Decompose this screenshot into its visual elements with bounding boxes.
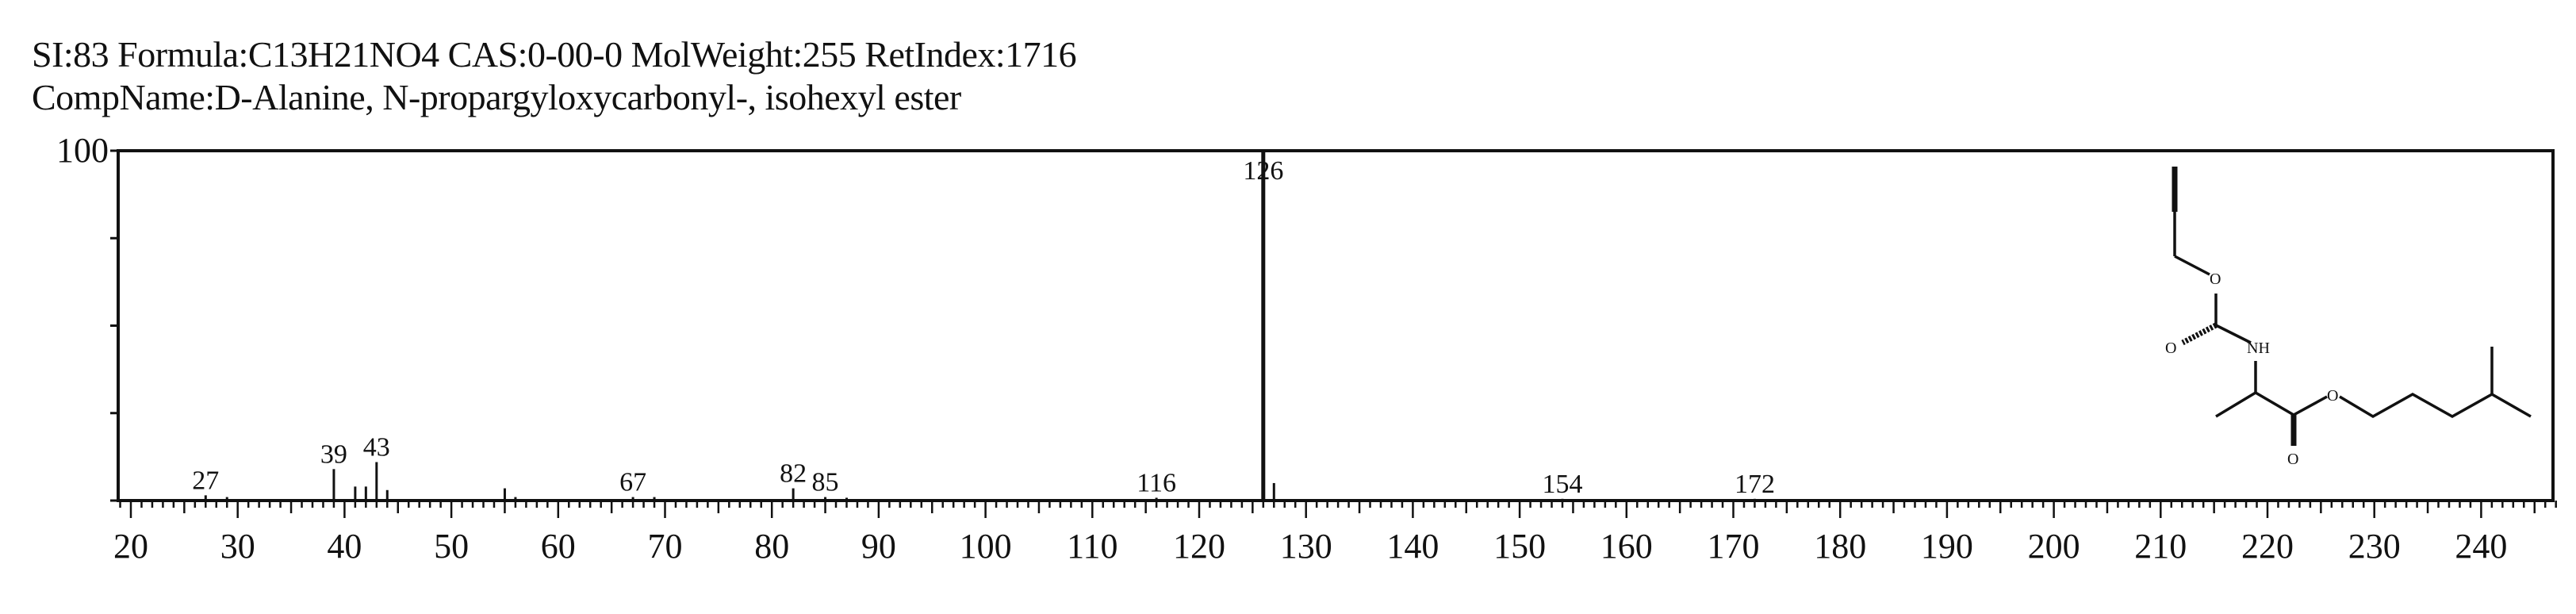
- peak-label: 43: [363, 432, 390, 462]
- x-tick-label: 200: [2028, 527, 2080, 566]
- x-tick-label: 210: [2134, 527, 2187, 566]
- x-tick-label: 180: [1814, 527, 1866, 566]
- x-tick-label: 230: [2348, 527, 2401, 566]
- atom-label: O: [2165, 340, 2176, 357]
- x-tick-label: 80: [754, 527, 789, 566]
- x-tick-label: 60: [541, 527, 576, 566]
- atom-label: NH: [2247, 340, 2270, 357]
- atom-label: O: [2327, 387, 2338, 405]
- peak-label: 85: [812, 468, 839, 497]
- x-tick-label: 130: [1280, 527, 1332, 566]
- x-tick-label: 150: [1493, 527, 1546, 566]
- peak-label: 39: [320, 439, 347, 469]
- peak-label: 116: [1137, 468, 1176, 497]
- peak-label: 82: [780, 459, 807, 489]
- x-tick-label: 220: [2241, 527, 2294, 566]
- x-tick-label: 50: [434, 527, 469, 566]
- peak-label: 67: [619, 468, 646, 497]
- x-tick-label: 70: [648, 527, 683, 566]
- x-tick-label: 190: [1921, 527, 1973, 566]
- x-tick-label: 240: [2455, 527, 2507, 566]
- x-tick-label: 120: [1173, 527, 1225, 566]
- molecule-structure: O O NH O O: [2165, 167, 2532, 468]
- x-tick-label: 110: [1067, 527, 1117, 566]
- x-tick-label: 100: [960, 527, 1012, 566]
- x-tick-label: 160: [1600, 527, 1653, 566]
- peak-label: 154: [1542, 470, 1582, 499]
- x-tick-label: 90: [861, 527, 896, 566]
- x-tick-label: 40: [327, 527, 362, 566]
- spectrum-info-line: SI:83 Formula:C13H21NO4 CAS:0-00-0 MolWe…: [32, 34, 1077, 75]
- peak-label: 172: [1735, 470, 1775, 499]
- x-tick-label: 140: [1386, 527, 1439, 566]
- x-tick-label: 170: [1708, 527, 1760, 566]
- compound-name: CompName:D-Alanine, N-propargyloxycarbon…: [32, 77, 961, 117]
- atom-label: O: [2210, 271, 2221, 288]
- peak-label: 126: [1243, 156, 1283, 186]
- peak-label: 27: [192, 466, 219, 495]
- plot-frame: [117, 149, 2555, 502]
- x-tick-label: 30: [220, 527, 255, 566]
- y-tick-label: 100: [56, 131, 109, 170]
- atom-label: O: [2287, 451, 2298, 468]
- x-tick-label: 20: [113, 527, 148, 566]
